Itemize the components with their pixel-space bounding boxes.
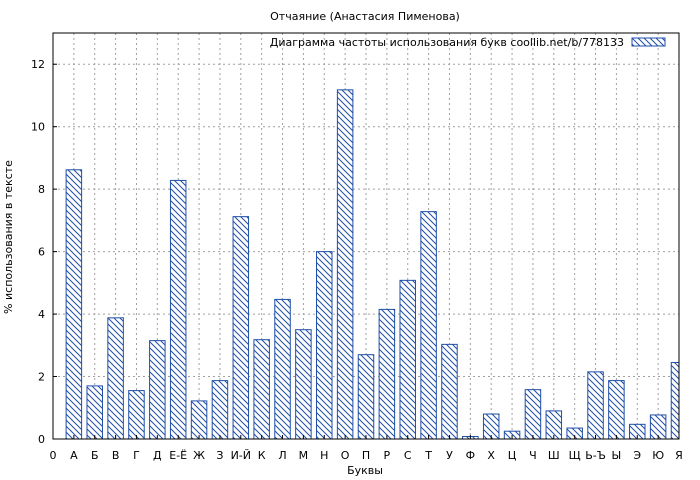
bars-layer — [65, 89, 680, 440]
x-tick-label: Я — [675, 449, 683, 462]
bar-Д — [149, 340, 166, 440]
y-tick-label: 6 — [38, 246, 45, 259]
x-tick-label: П — [362, 449, 370, 462]
y-tick-label: 12 — [31, 58, 45, 71]
legend-text: Диаграмма частоты использования букв coo… — [270, 36, 624, 49]
x-tick-label: Ы — [612, 449, 622, 462]
grid-layer — [53, 33, 679, 439]
x-tick-label: Р — [384, 449, 391, 462]
x-tick-label: И-Й — [231, 449, 251, 462]
x-axis-label: Буквы — [347, 464, 383, 477]
bar-Е-Ё — [169, 179, 187, 440]
x-tick-label: Б — [91, 449, 99, 462]
legend: Диаграмма частоты использования букв coo… — [270, 36, 666, 49]
x-tick-label: А — [70, 449, 78, 462]
bar-Н — [316, 251, 333, 440]
chart-title: Отчаяние (Анастасия Пименова) — [270, 10, 460, 23]
y-tick-label: 8 — [38, 183, 45, 196]
bar-Я — [670, 361, 680, 440]
x-tick-label: К — [258, 449, 266, 462]
x-tick-label: С — [404, 449, 412, 462]
x-tick-label: Х — [487, 449, 495, 462]
bar-Ч — [524, 389, 542, 440]
x-tick-label: Д — [153, 449, 162, 462]
y-tick-label: 2 — [38, 371, 45, 384]
bar-Ж — [190, 400, 208, 440]
bar-Л — [274, 298, 291, 440]
x-tick-label: 0 — [50, 449, 57, 462]
x-tick-label: Ц — [508, 449, 517, 462]
bar-П — [357, 354, 375, 440]
x-tick-label: Е-Ё — [169, 449, 187, 462]
x-tick-label: Э — [633, 449, 641, 462]
x-tick-label: Ж — [193, 449, 205, 462]
legend-swatch — [631, 37, 666, 47]
x-tick-label: Н — [320, 449, 328, 462]
x-tick-label: Л — [278, 449, 286, 462]
x-tick-label: Ш — [548, 449, 560, 462]
y-tick-label: 0 — [38, 433, 45, 446]
x-tick-label: О — [341, 449, 350, 462]
bar-У — [441, 343, 458, 440]
bar-Ь-Ъ — [587, 371, 604, 440]
bar-О — [336, 89, 354, 440]
x-tick-label: Ч — [529, 449, 537, 462]
bar-В — [107, 317, 124, 440]
x-tick-label: Ф — [466, 449, 475, 462]
x-tick-label: З — [216, 449, 223, 462]
y-tick-label: 10 — [31, 121, 45, 134]
y-ticks: 0 2 4 6 8 10 12 — [31, 58, 57, 446]
y-axis-label: % использования в тексте — [2, 160, 15, 314]
bar-Ш — [545, 410, 563, 440]
x-tick-label: Ь-Ъ — [585, 449, 606, 462]
x-tick-label: Щ — [569, 449, 581, 462]
bar-Р — [378, 308, 396, 440]
bar-Б — [86, 385, 103, 440]
bar-Г — [128, 390, 145, 440]
bar-К — [253, 339, 270, 440]
x-tick-label: Г — [133, 449, 140, 462]
bar-И-Й — [232, 216, 250, 440]
x-tick-label: У — [446, 449, 453, 462]
x-ticks: 0 А Б В Г Д Е-Ё Ж З И-Й К Л М Н О П Р С Т У Ф Х Ц Ч Ш Щ Ь-Ъ Ы Э Ю Я — [50, 435, 683, 462]
bar-З — [211, 380, 229, 440]
x-tick-label: М — [299, 449, 309, 462]
bar-М — [295, 329, 312, 440]
y-tick-label: 4 — [38, 308, 45, 321]
x-tick-label: Т — [424, 449, 432, 462]
bar-Ы — [608, 380, 625, 440]
bar-А — [65, 169, 83, 440]
bar-Т — [420, 211, 437, 440]
x-tick-label: В — [112, 449, 120, 462]
x-tick-label: Ю — [652, 449, 664, 462]
bar-С — [399, 279, 416, 440]
